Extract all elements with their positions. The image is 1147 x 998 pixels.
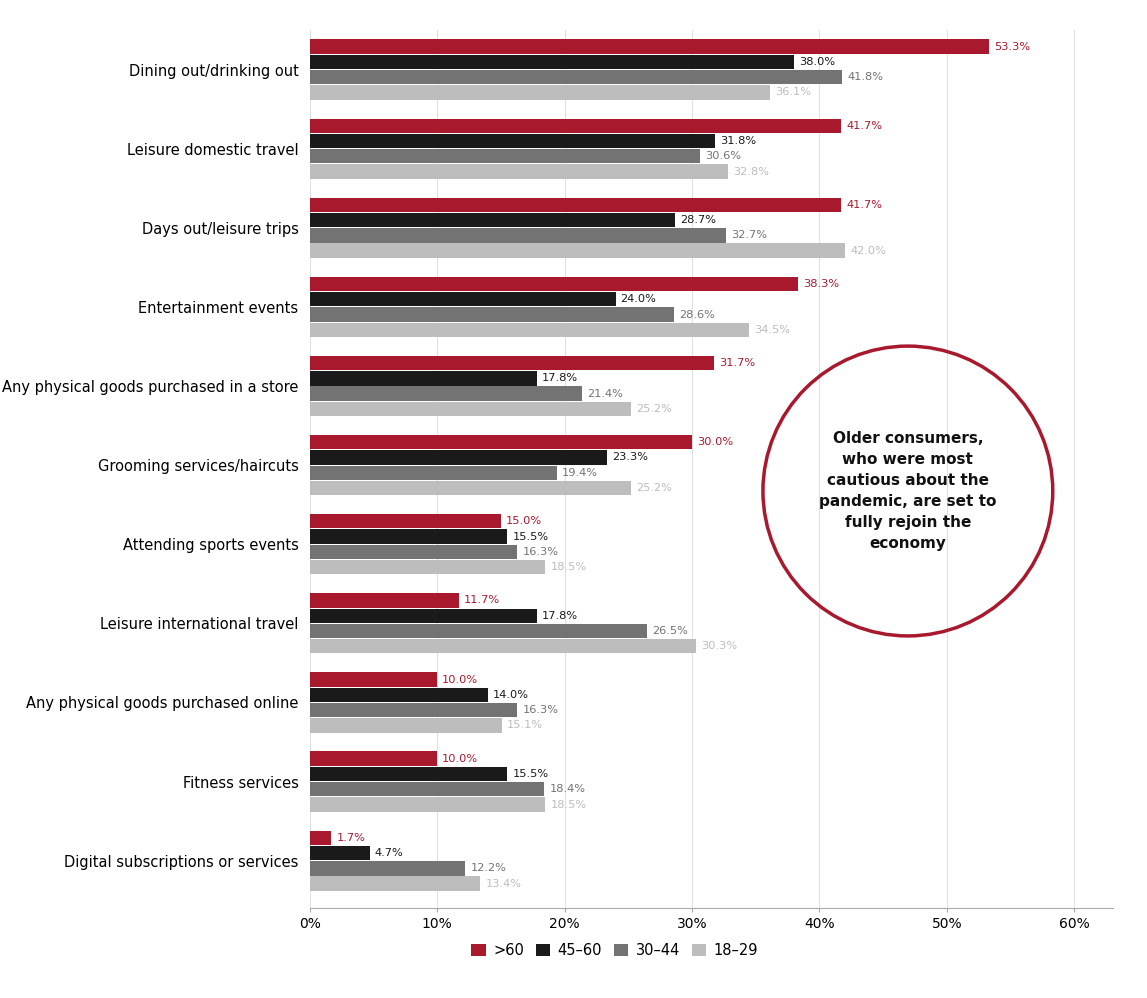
Bar [310,639,696,654]
Text: 36.1%: 36.1% [775,88,811,98]
Bar [310,70,842,85]
Bar [310,766,507,781]
Text: 41.7%: 41.7% [846,200,882,210]
Text: 4.7%: 4.7% [375,848,404,858]
Bar [310,450,607,465]
Text: 30.0%: 30.0% [697,437,733,447]
Text: 24.0%: 24.0% [621,294,656,304]
Bar [310,307,674,321]
Text: 18.4%: 18.4% [549,784,585,794]
Bar [310,514,501,529]
Text: 10.0%: 10.0% [443,675,478,685]
Bar [310,688,489,702]
Bar [310,861,466,875]
Text: 53.3%: 53.3% [994,42,1030,52]
Bar [310,119,841,133]
Text: 1.7%: 1.7% [336,832,366,842]
Text: 23.3%: 23.3% [611,452,648,462]
Bar [310,402,631,416]
Text: 28.6%: 28.6% [679,309,715,319]
Text: 18.5%: 18.5% [551,562,586,572]
Text: 25.2%: 25.2% [635,404,672,414]
Bar [310,846,369,860]
Bar [310,624,647,638]
Bar [310,719,502,733]
Bar [310,703,517,718]
Text: 11.7%: 11.7% [463,596,500,606]
Text: 15.1%: 15.1% [507,721,544,731]
Text: 13.4%: 13.4% [485,878,522,888]
Bar [310,371,537,385]
Text: 18.5%: 18.5% [551,799,586,809]
Bar [310,673,437,687]
Bar [310,322,749,337]
Text: 32.7%: 32.7% [732,231,767,241]
Text: 32.8%: 32.8% [733,167,768,177]
Bar [310,386,583,401]
Text: 38.0%: 38.0% [799,57,835,67]
Bar [310,782,544,796]
Text: 21.4%: 21.4% [587,388,623,398]
Text: 30.3%: 30.3% [701,642,738,652]
Bar [310,85,770,100]
Text: 41.7%: 41.7% [846,121,882,131]
Bar [310,356,713,370]
Text: 17.8%: 17.8% [541,611,578,621]
Bar [310,55,794,69]
Bar [310,830,331,845]
Bar [310,560,546,574]
Text: Older consumers,
who were most
cautious about the
pandemic, are set to
fully rej: Older consumers, who were most cautious … [819,431,997,551]
Bar [310,481,631,495]
Text: 31.7%: 31.7% [719,358,755,368]
Bar [310,751,437,765]
Text: 41.8%: 41.8% [848,72,883,82]
Legend: >60, 45–60, 30–44, 18–29: >60, 45–60, 30–44, 18–29 [466,937,764,964]
Bar [310,229,726,243]
Bar [310,39,989,54]
Text: 17.8%: 17.8% [541,373,578,383]
Bar [310,609,537,623]
Bar [310,149,700,164]
Text: 26.5%: 26.5% [653,626,688,636]
Bar [310,545,517,559]
Bar [310,165,727,179]
Bar [310,797,546,811]
Text: 12.2%: 12.2% [470,863,506,873]
Bar [310,292,616,306]
Text: 16.3%: 16.3% [523,547,559,557]
Bar [310,276,798,291]
Bar [310,213,676,228]
Bar [310,198,841,212]
Bar [310,465,557,480]
Text: 30.6%: 30.6% [704,152,741,162]
Text: 15.5%: 15.5% [513,768,548,779]
Text: 16.3%: 16.3% [523,706,559,716]
Text: 34.5%: 34.5% [755,324,790,334]
Text: 28.7%: 28.7% [680,216,717,226]
Text: 25.2%: 25.2% [635,483,672,493]
Bar [310,435,692,449]
Bar [310,529,507,544]
Text: 10.0%: 10.0% [443,753,478,763]
Text: 15.0%: 15.0% [506,516,543,526]
Text: 19.4%: 19.4% [562,468,598,478]
Text: 15.5%: 15.5% [513,532,548,542]
Text: 31.8%: 31.8% [720,136,756,146]
Text: 38.3%: 38.3% [803,278,838,289]
Bar [310,244,845,257]
Bar [310,134,715,148]
Text: 42.0%: 42.0% [850,246,885,255]
Text: 14.0%: 14.0% [493,690,529,700]
Bar [310,593,459,608]
Bar [310,876,481,891]
